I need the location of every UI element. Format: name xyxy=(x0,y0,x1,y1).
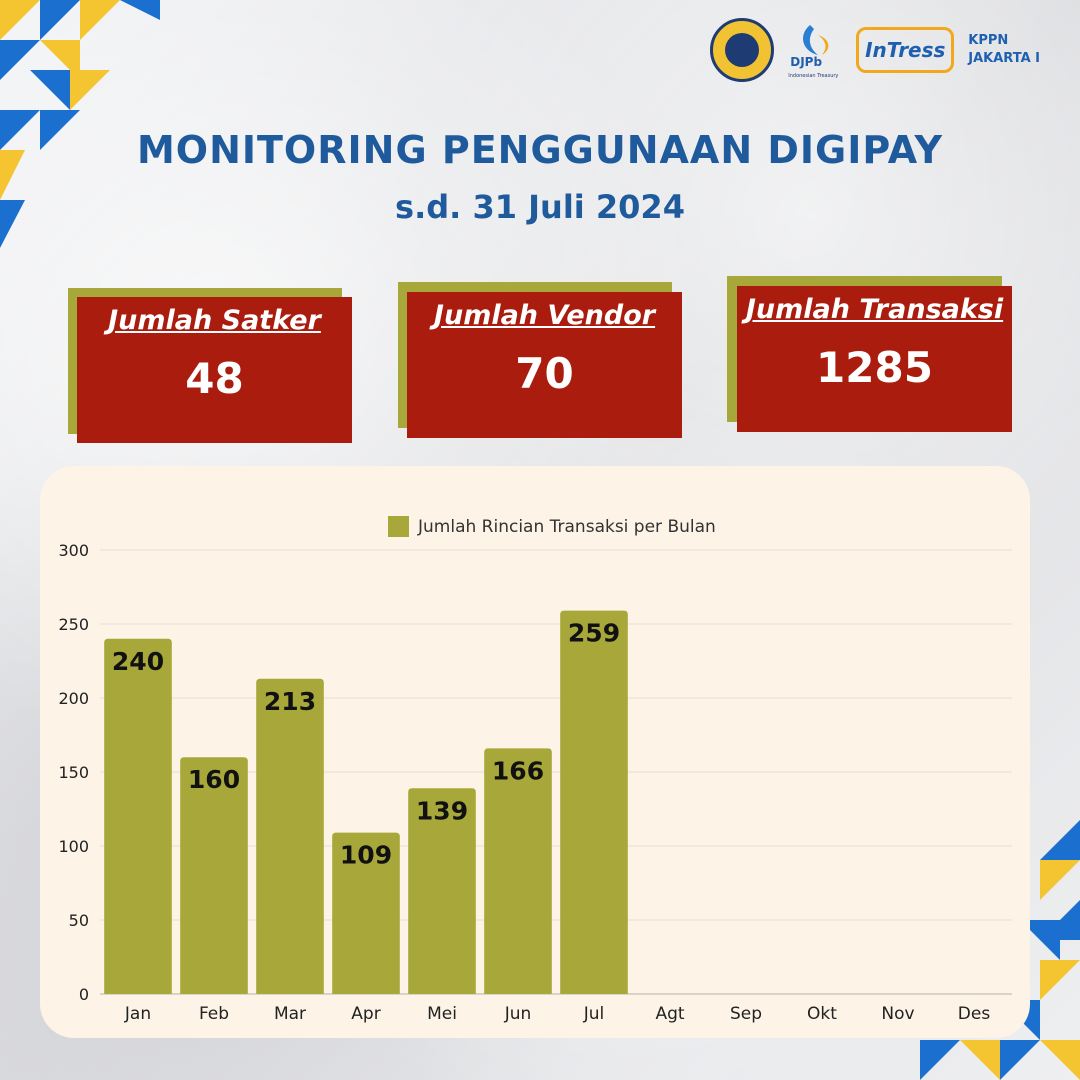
kppn-line-2: JAKARTA I xyxy=(968,51,1040,66)
corner-decoration-top-left xyxy=(0,0,160,248)
card-value: 70 xyxy=(515,349,574,398)
intress-logo: InTress xyxy=(856,27,955,73)
kppn-line-1: KPPN xyxy=(968,33,1009,48)
djpb-logo-text: DJPb xyxy=(790,55,823,69)
kppn-label: KPPN JAKARTA I xyxy=(968,32,1040,68)
djpb-logo-subtext: Indonesian Treasury xyxy=(788,73,839,79)
page-subtitle: s.d. 31 Juli 2024 xyxy=(395,188,685,226)
chart-panel xyxy=(40,466,1030,1038)
page-title: MONITORING PENGGUNAAN DIGIPAY xyxy=(136,128,944,172)
kemenkeu-logo xyxy=(710,18,775,82)
djpb-logo: DJPb Indonesian Treasury xyxy=(788,21,842,79)
card-label: Jumlah Vendor xyxy=(433,300,656,331)
card-value: 48 xyxy=(185,354,244,403)
card-label: Jumlah Transaksi xyxy=(745,294,1004,325)
logo-group: DJPb Indonesian Treasury InTress KPPN JA… xyxy=(710,18,1040,82)
card-label: Jumlah Satker xyxy=(108,305,321,336)
card-value: 1285 xyxy=(816,343,933,392)
